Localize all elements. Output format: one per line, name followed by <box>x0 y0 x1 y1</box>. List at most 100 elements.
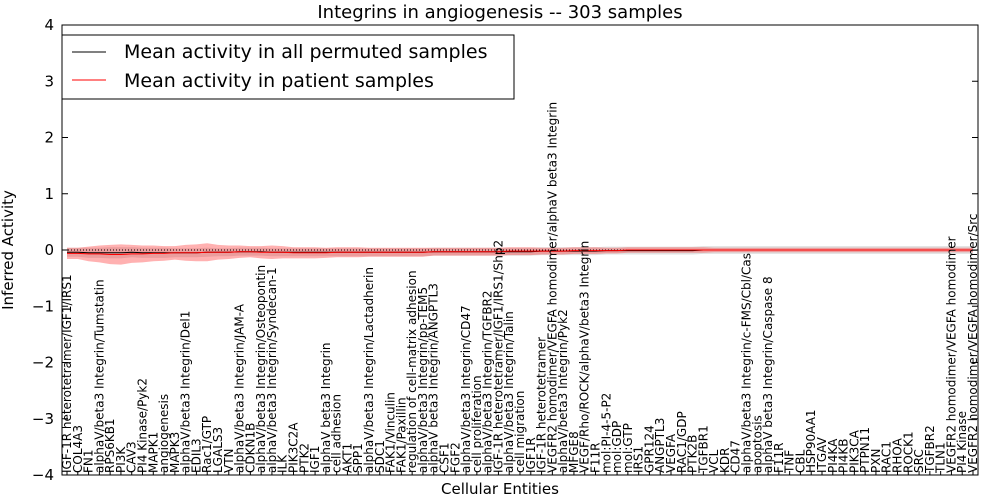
x-category-label: TGFBR1 <box>696 425 710 474</box>
x-category-label: MAPK3 <box>168 432 182 473</box>
x-category-label: cell proliferation <box>470 375 484 473</box>
x-category-label: F11R <box>589 442 603 473</box>
x-category-label: alphaV/beta3 Integrin/Del1 <box>179 311 193 473</box>
x-category-label: alphaV/beta3 Integrin/Talin <box>502 311 516 473</box>
x-category-label: alphaV/beta3 Integrin/Osteopontin <box>254 265 268 473</box>
y-axis-ticks: −4 −3 −2 −1 0 1 2 3 4 <box>32 16 978 484</box>
x-category-label: CAV3 <box>125 441 139 473</box>
x-category-label: SDC1 <box>373 440 387 473</box>
series-lines <box>67 249 973 255</box>
y-tick-label: −3 <box>32 410 54 428</box>
x-category-label: FGF2 <box>448 442 462 473</box>
x-category-label: GPR124 <box>642 425 656 473</box>
x-category-label: MAPK1 <box>146 432 160 473</box>
y-tick-label: 1 <box>44 185 54 203</box>
legend-box <box>61 34 515 100</box>
x-category-label: alphaV/beta3 Integrin/CD47 <box>459 305 473 473</box>
x-category-label: EDIL3 <box>189 438 203 473</box>
x-category-label: ILK <box>276 454 290 473</box>
x-category-label: alphaV/beta3 Integrin/Syndecan-1 <box>265 267 279 473</box>
x-category-label: PI4 Kinase <box>955 411 969 473</box>
y-tick-label: −1 <box>32 297 54 315</box>
chart-title: Integrins in angiogenesis -- 303 samples <box>317 2 682 23</box>
x-category-label: IGF-1R heterotetramer/IGF1/IRS1 <box>60 274 74 473</box>
x-category-label: alphaV beta3 Integrin/ANGPTL3 <box>427 283 441 473</box>
band-permuted <box>67 246 973 259</box>
x-category-label: PTPN11 <box>858 427 872 473</box>
x-category-label: PIK3C2A <box>287 422 301 473</box>
x-category-label: IGF-1R heterotetramer/IGF1/IRS1/Shp2 <box>491 240 505 473</box>
x-category-label: PI4KA <box>826 438 840 473</box>
x-category-label: mol:GTP <box>621 423 635 473</box>
band-patient <box>67 243 973 265</box>
x-category-label: CBL <box>793 449 807 473</box>
y-tick-label: 2 <box>44 129 54 147</box>
x-category-label: CD47 <box>729 440 743 473</box>
x-category-label: HSP90AA1 <box>804 409 818 473</box>
x-category-label: alphaV beta3 Integrin <box>319 342 333 473</box>
x-category-label: ROCK1 <box>901 431 915 473</box>
x-category-label: alphaV/beta3 Integrin/Lactadherin <box>362 267 376 473</box>
x-category-label: angiogenesis <box>157 394 171 473</box>
x-category-label: KDR <box>718 448 732 473</box>
x-category-label: mol:GDP <box>610 421 624 473</box>
legend: Mean activity in all permuted samples Me… <box>61 34 515 100</box>
y-axis-title: Inferred Activity <box>0 190 17 310</box>
x-category-label: MFGE8 <box>567 431 581 473</box>
x-category-label: alphaV beta3 Integrin/Caspase 8 <box>761 276 775 473</box>
x-category-label: PTK2B <box>686 435 700 473</box>
x-category-label: CDKN1B <box>243 423 257 473</box>
x-category-label: cell adhesion <box>330 394 344 473</box>
x-category-label: LGALS3 <box>211 427 225 473</box>
x-category-label: PXN <box>869 449 883 473</box>
x-category-label: mol:PI-4-5-P2 <box>599 393 613 473</box>
x-category-label: TLN1 <box>934 442 948 474</box>
x-category-label: RHOA <box>891 437 905 473</box>
x-category-label: FAK1/Paxillin <box>394 397 408 473</box>
y-tick-label: 4 <box>44 16 54 34</box>
x-category-label: RPS6KB1 <box>103 418 117 473</box>
plot-frame <box>61 24 979 476</box>
x-category-label: ANGPTL3 <box>653 418 667 473</box>
x-category-label: IGF1R <box>524 437 538 473</box>
x-category-label: regulation of cell-matrix adhesion <box>405 270 419 473</box>
x-category-label: RAC1/GDP <box>675 411 689 473</box>
legend-label-permuted: Mean activity in all permuted samples <box>124 41 487 63</box>
y-tick-label: 0 <box>44 241 54 259</box>
x-category-label: VTN <box>222 448 236 473</box>
x-category-label: VEGFA <box>664 433 678 473</box>
x-category-label: cell migration <box>513 391 527 473</box>
x-category-label: PI3K <box>114 446 128 473</box>
y-tick-label: −4 <box>32 466 54 484</box>
x-category-label: Rac1/GTP <box>200 416 214 473</box>
x-category-label: ITGAV <box>815 436 829 473</box>
x-category-label: RAC1 <box>880 441 894 473</box>
x-category-label: IGF-1R heterotetramer <box>535 337 549 473</box>
x-category-label: alphaV/beta3 Integrin/Tumstatin <box>92 279 106 473</box>
x-axis-category-labels: IGF-1R heterotetramer/IGF1/IRS1COL4A3FN1… <box>60 102 980 475</box>
x-category-label: alphaV/beta3 Integrin/pp-TEM5 <box>416 287 430 473</box>
x-category-label: VEGFR2 homodimer/VEGFA homodimer/Src <box>966 213 980 473</box>
x-category-label: PTK2 <box>297 443 311 473</box>
x-category-label: TGFBR2 <box>923 425 937 474</box>
x-category-label: VEGFR2 homodimer/VEGFA homodimer/alphaV … <box>545 102 559 473</box>
x-category-label: PIK3CA <box>847 429 861 473</box>
x-category-label: IGF1 <box>308 446 322 473</box>
x-category-label: SRC <box>912 449 926 473</box>
x-category-label: FN1 <box>82 449 96 473</box>
x-axis-title: Cellular Entities <box>441 480 559 498</box>
legend-label-patient: Mean activity in patient samples <box>124 70 434 92</box>
y-tick-label: −2 <box>32 354 54 372</box>
x-category-label: IRS1 <box>632 446 646 473</box>
x-category-label: alphaV/beta3 Integrin/JAM-A <box>233 303 247 473</box>
x-category-label: AKT1 <box>340 443 354 473</box>
x-category-label: SPP1 <box>351 443 365 473</box>
x-category-label: PI4KB <box>837 438 851 473</box>
x-category-label: FAK1/Vinculin <box>384 392 398 473</box>
x-category-label: PI4 Kinase/Pyk2 <box>136 378 150 473</box>
x-category-label: CSF1 <box>438 442 452 473</box>
confidence-bands <box>67 243 973 265</box>
x-category-label: alphaV/beta3 Integrin/Pyk2 <box>556 309 570 473</box>
x-category-label: apoptosis <box>750 415 764 473</box>
